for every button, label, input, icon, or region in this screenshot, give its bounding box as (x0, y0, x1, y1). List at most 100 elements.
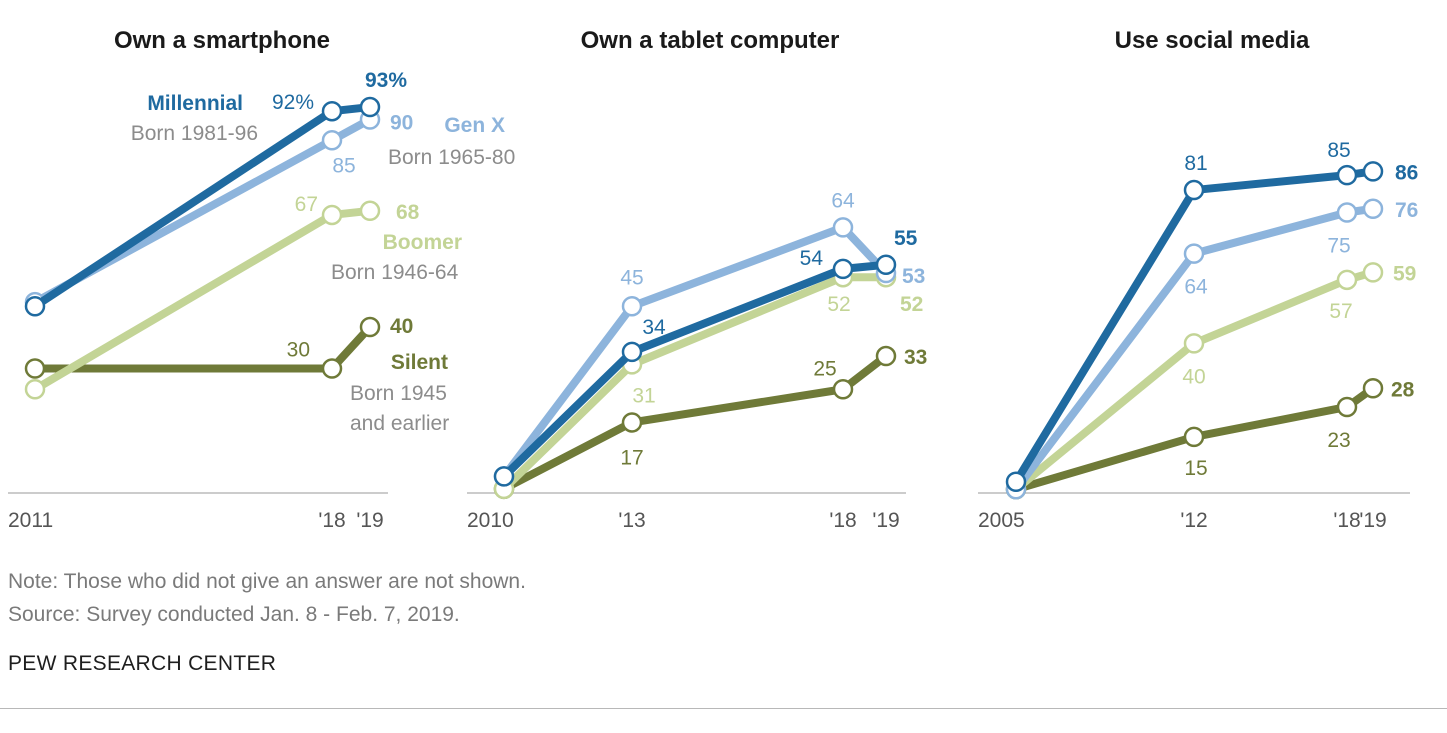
data-point-silent (321, 358, 343, 379)
data-label-genx: 45 (620, 266, 643, 289)
data-point-millennial (493, 466, 515, 487)
x-tick-label: '19 (1359, 509, 1386, 532)
data-label-millennial: 55 (894, 227, 918, 250)
x-tick-label: '18 (1333, 509, 1360, 532)
data-point-millennial (621, 341, 643, 363)
data-label-boomer: 31 (632, 384, 655, 407)
data-label-boomer: 52 (900, 293, 923, 316)
data-point-genx (1183, 243, 1205, 264)
org-credit: PEW RESEARCH CENTER (8, 652, 277, 675)
data-point-silent (359, 316, 381, 338)
legend-silent: Silent (391, 351, 448, 374)
data-label-millennial: 34 (642, 316, 666, 339)
legend-born-boomer: Born 1946-64 (331, 261, 459, 284)
data-point-millennial (875, 254, 897, 275)
data-label-silent: 15 (1184, 457, 1207, 480)
legend-millennial: Millennial (147, 92, 243, 115)
data-point-genx (832, 217, 854, 238)
series-line-silent (1012, 384, 1377, 494)
legend-genx: Gen X (444, 114, 505, 137)
legend-born-millennial: Born 1981-96 (131, 122, 258, 145)
chart-source: Source: Survey conducted Jan. 8 - Feb. 7… (8, 603, 460, 626)
data-point-millennial (321, 100, 343, 122)
data-label-genx: 90 (390, 112, 413, 135)
series-line-boomer (31, 206, 374, 394)
data-label-genx: 64 (831, 189, 855, 212)
series-line-boomer (1012, 268, 1377, 494)
data-point-boomer (1336, 269, 1358, 291)
legend-born-genx: Born 1965-80 (388, 146, 515, 169)
data-label-millennial: 92% (272, 91, 314, 114)
legend-born-silent: Born 1945 (350, 382, 447, 405)
data-label-silent: 23 (1327, 429, 1350, 452)
data-point-boomer (359, 200, 381, 222)
data-label-silent: 28 (1391, 378, 1415, 401)
data-label-boomer: 59 (1393, 262, 1416, 285)
data-point-millennial (1336, 164, 1358, 186)
data-label-millennial: 81 (1184, 152, 1207, 175)
x-tick-label: '18 (829, 509, 856, 532)
x-tick-label: '12 (1180, 509, 1207, 532)
data-label-genx: 53 (902, 265, 925, 288)
data-label-genx: 64 (1184, 276, 1208, 299)
series-line-millennial (500, 260, 890, 481)
data-point-millennial (1183, 179, 1205, 201)
data-label-silent: 17 (620, 446, 643, 469)
data-point-boomer (1183, 333, 1205, 354)
data-point-silent (1183, 426, 1205, 448)
data-label-millennial: 54 (800, 247, 824, 270)
data-point-genx (1336, 202, 1358, 223)
data-label-boomer: 52 (827, 293, 850, 316)
data-point-millennial (1362, 161, 1384, 182)
series-line-silent (500, 352, 890, 493)
data-point-silent (24, 358, 46, 379)
series-line-genx (500, 223, 890, 481)
data-label-boomer: 68 (396, 201, 420, 224)
chart-title: Own a smartphone (114, 27, 330, 54)
data-label-boomer: 57 (1329, 300, 1352, 323)
chart-title: Use social media (1115, 27, 1310, 54)
data-point-millennial (1005, 471, 1027, 493)
x-tick-label: '19 (356, 509, 383, 532)
series-line-millennial (1012, 167, 1377, 486)
data-point-millennial (359, 96, 381, 118)
data-point-silent (832, 379, 854, 400)
data-point-boomer (1362, 262, 1384, 283)
data-point-boomer (321, 204, 343, 226)
data-label-millennial: 93% (365, 69, 407, 92)
data-point-silent (1362, 378, 1384, 399)
data-label-silent: 33 (904, 346, 927, 369)
series-line-boomer (500, 273, 890, 493)
data-point-silent (621, 412, 643, 433)
data-label-millennial: 86 (1395, 161, 1418, 184)
x-tick-label: 2011 (8, 509, 53, 532)
data-label-genx: 85 (332, 154, 355, 177)
data-point-genx (621, 296, 643, 317)
data-label-genx: 75 (1327, 235, 1350, 258)
x-tick-label: 2010 (467, 509, 514, 532)
legend-born-silent: and earlier (350, 412, 449, 435)
footer-divider (0, 708, 1447, 709)
data-label-silent: 30 (287, 339, 310, 362)
x-tick-label: 2005 (978, 509, 1025, 532)
data-point-millennial (832, 258, 854, 280)
data-point-silent (875, 345, 897, 367)
legend-boomer: Boomer (383, 231, 462, 254)
x-tick-label: '13 (618, 509, 645, 532)
chart-note: Note: Those who did not give an answer a… (8, 570, 526, 593)
data-point-genx (321, 130, 343, 151)
data-label-genx: 76 (1395, 199, 1418, 222)
data-point-genx (1362, 198, 1384, 220)
data-label-silent: 25 (813, 357, 836, 380)
x-tick-label: '19 (872, 509, 899, 532)
data-label-boomer: 67 (295, 193, 318, 216)
data-label-silent: 40 (390, 315, 413, 338)
data-point-millennial (24, 296, 46, 317)
chart-title: Own a tablet computer (581, 27, 840, 54)
data-label-millennial: 85 (1327, 139, 1350, 162)
data-point-silent (1336, 396, 1358, 418)
series-line-genx (1012, 204, 1377, 494)
data-point-boomer (24, 379, 46, 400)
x-tick-label: '18 (318, 509, 345, 532)
